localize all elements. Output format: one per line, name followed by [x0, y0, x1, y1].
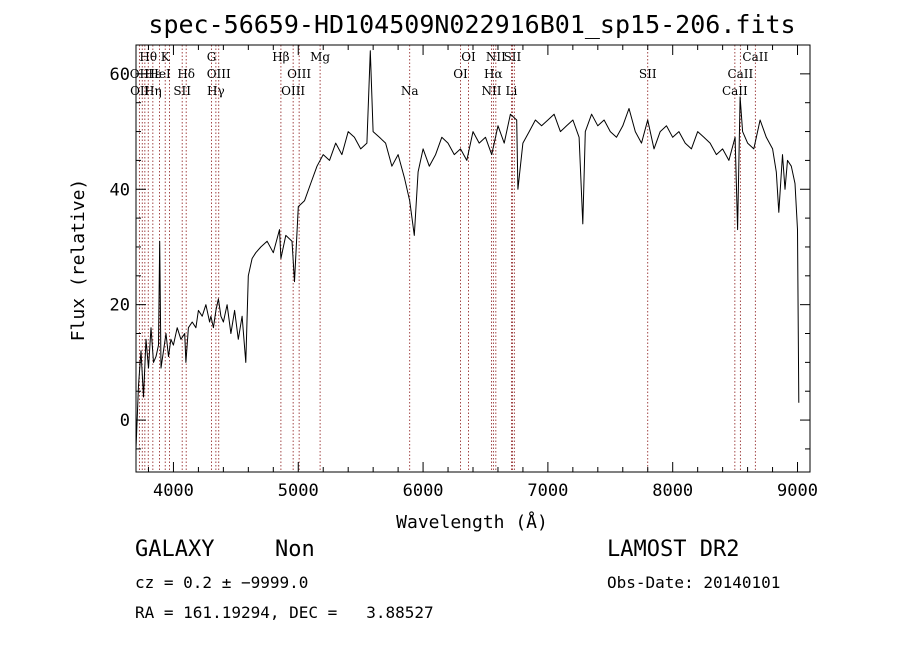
emission-line-labels: HθOIIHεKHeIOIIHηHδSIIGOIIIHγHβOIIIOIIIMg…: [130, 50, 769, 98]
emission-line-label: Hδ: [177, 67, 195, 81]
y-tick-label: 20: [110, 296, 130, 316]
y-axis-label: Flux (relative): [68, 179, 89, 342]
emission-line-label: Hβ: [272, 50, 289, 64]
x-tick-label: 9000: [777, 481, 818, 501]
emission-line-label: Hα: [484, 67, 503, 81]
emission-line-label: Hγ: [207, 84, 225, 98]
emission-line-label: NII: [481, 84, 501, 98]
survey-name: LAMOST DR2: [607, 537, 740, 562]
object-class: GALAXY: [135, 537, 215, 562]
emission-line-label: Li: [506, 84, 518, 98]
emission-line-label: Mg: [310, 50, 330, 64]
y-axis-ticks: 0 20 40 60: [110, 65, 810, 450]
emission-line-label: OI: [453, 67, 468, 81]
coordinates-readout: RA = 161.19294, DEC = 3.88527: [135, 603, 434, 622]
emission-line-label: CaII: [742, 50, 768, 64]
emission-line-label: OII: [130, 84, 150, 98]
emission-line-label: SII: [173, 84, 191, 98]
emission-line-label: Na: [401, 84, 419, 98]
y-tick-label: 60: [110, 65, 130, 85]
x-tick-label: 5000: [278, 481, 319, 501]
emission-line-label: Hθ: [139, 50, 157, 64]
chart-title: spec-56659-HD104509N022916B01_sp15-206.f…: [148, 10, 795, 39]
emission-line-label: OIII: [281, 84, 305, 98]
x-tick-label: 6000: [403, 481, 444, 501]
emission-line-label: OIII: [287, 67, 311, 81]
redshift-readout: cz = 0.2 ± −9999.0: [135, 573, 309, 592]
emission-line-label: SII: [504, 50, 522, 64]
x-tick-label: 7000: [527, 481, 568, 501]
emission-line-label: NII: [486, 50, 506, 64]
x-tick-label: 4000: [153, 481, 194, 501]
plot-frame: [135, 44, 811, 473]
emission-line-label: OIII: [207, 67, 231, 81]
x-tick-label: 8000: [652, 481, 693, 501]
emission-line-label: Hε: [145, 67, 162, 81]
emission-line-label: Hη: [144, 84, 162, 98]
emission-line-label: SII: [639, 67, 657, 81]
emission-line-label: G: [207, 50, 217, 64]
object-subclass: Non: [275, 537, 315, 562]
emission-line-label: HeI: [148, 67, 171, 81]
x-axis-label: Wavelength (Å): [396, 511, 548, 533]
spectrum-series: [135, 50, 800, 449]
spectrum-line: [135, 50, 800, 449]
emission-line-label: CaII: [727, 67, 753, 81]
y-tick-label: 0: [120, 411, 130, 431]
emission-line-markers: [138, 45, 756, 472]
emission-line-label: OI: [461, 50, 476, 64]
y-tick-label: 40: [110, 180, 130, 200]
emission-line-label: CaII: [722, 84, 748, 98]
observation-date: Obs-Date: 20140101: [607, 573, 781, 592]
x-axis-ticks: 4000 5000 6000 7000 8000 9000: [147, 45, 818, 501]
emission-line-label: K: [161, 50, 171, 64]
